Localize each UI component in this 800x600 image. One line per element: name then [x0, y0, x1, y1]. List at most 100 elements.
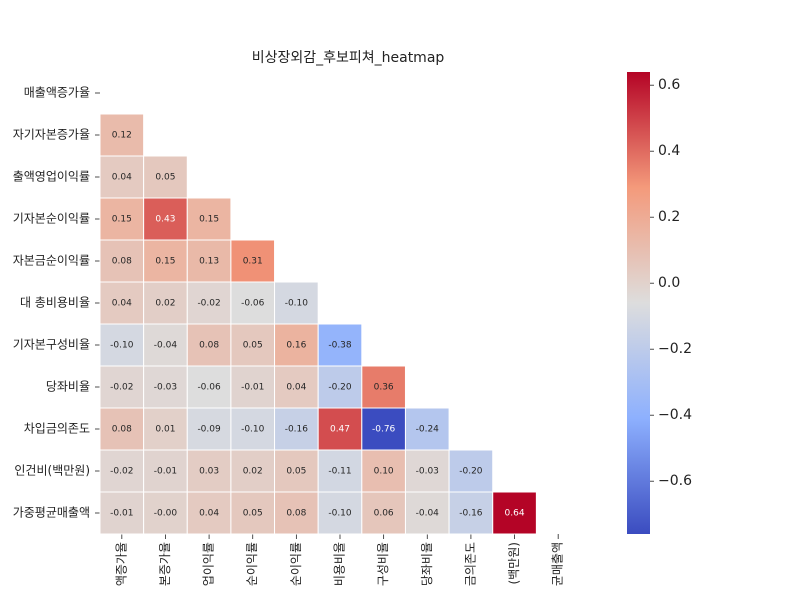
cell-label: 0.05 — [286, 467, 306, 477]
cell-label: -0.11 — [328, 467, 351, 477]
cell-label: 0.05 — [155, 173, 175, 183]
cell-label: -0.04 — [154, 341, 178, 351]
heatmap-cell — [143, 239, 188, 283]
cell-label: -0.03 — [416, 467, 439, 477]
heatmap-cell — [404, 449, 450, 493]
cell-label: 0.01 — [155, 425, 175, 435]
cell-label: -0.02 — [110, 467, 133, 477]
y-tick-label: 출액영업이익률 — [13, 170, 90, 184]
heatmap-cell — [143, 407, 188, 451]
cell-label: -0.10 — [328, 509, 352, 519]
heatmap-cell — [317, 449, 363, 493]
colorbar-tick-label: −0.4 — [658, 407, 692, 423]
x-tick-label: 순이익률 — [245, 542, 259, 586]
cell-label: -0.38 — [328, 341, 352, 351]
cell-label: 0.04 — [199, 509, 219, 519]
cell-label: -0.06 — [241, 299, 265, 309]
colorbar — [627, 72, 650, 534]
cell-label: -0.20 — [328, 383, 352, 393]
cell-label: 0.08 — [199, 341, 219, 351]
y-tick-label: 기자본순이익률 — [13, 212, 90, 226]
y-tick-label: 인건비(백만원) — [14, 464, 90, 478]
colorbar-tick-label: 0.4 — [658, 143, 680, 159]
heatmap-cell — [230, 491, 276, 535]
cell-label: 0.08 — [112, 257, 132, 267]
cell-label: -0.00 — [154, 509, 178, 519]
heatmap-cell — [99, 197, 145, 241]
colorbar-tick-label: 0.6 — [658, 77, 680, 93]
cell-label: -0.76 — [372, 425, 396, 435]
heatmap-cell — [274, 407, 319, 451]
heatmap-cell — [361, 491, 406, 535]
heatmap-cell — [361, 365, 406, 409]
cell-label: 0.04 — [286, 383, 306, 393]
cell-label: -0.24 — [416, 425, 440, 435]
cell-label: 0.15 — [155, 257, 175, 267]
heatmap-cell — [230, 281, 276, 325]
cell-label: 0.15 — [112, 215, 132, 225]
heatmap-cell — [317, 365, 363, 409]
x-tick-label: 본증가율 — [158, 542, 172, 586]
colorbar-tick-label: −0.2 — [658, 341, 692, 357]
x-tick-label: 순이익률 — [289, 542, 303, 586]
heatmap-cell — [492, 491, 537, 535]
heatmap-cell — [448, 491, 494, 535]
heatmap-cell — [230, 239, 276, 283]
cell-label: 0.15 — [199, 215, 219, 225]
cell-label: -0.01 — [110, 509, 133, 519]
cell-label: 0.02 — [155, 299, 175, 309]
cell-label: -0.10 — [110, 341, 134, 351]
cell-label: -0.01 — [241, 383, 264, 393]
heatmap-cell — [186, 323, 232, 367]
cell-label: -0.10 — [241, 425, 265, 435]
cell-label: -0.02 — [197, 299, 220, 309]
heatmap-cell — [186, 281, 232, 325]
cell-label: -0.16 — [459, 509, 483, 519]
heatmap-cell — [186, 491, 232, 535]
heatmap-cell — [186, 197, 232, 241]
cell-label: -0.16 — [285, 425, 309, 435]
cell-label: 0.64 — [505, 509, 525, 519]
heatmap-cell — [230, 323, 276, 367]
y-tick-label: 차입금의존도 — [24, 422, 90, 436]
cell-label: 0.06 — [374, 509, 394, 519]
cell-label: 0.43 — [155, 215, 175, 225]
heatmap-cell — [99, 407, 145, 451]
cell-label: -0.09 — [197, 425, 221, 435]
x-tick-label: 액증가율 — [114, 542, 128, 586]
y-tick-label: 기자본구성비율 — [13, 338, 90, 352]
cell-label: 0.13 — [199, 257, 219, 267]
y-tick-label: 가중평균매출액 — [13, 506, 90, 520]
cell-label: 0.08 — [286, 509, 306, 519]
x-tick-label: 구성비율 — [376, 542, 390, 586]
cell-label: -0.03 — [154, 383, 177, 393]
heatmap-cell — [99, 323, 145, 367]
heatmap-cell — [143, 365, 188, 409]
cell-label: 0.05 — [243, 509, 263, 519]
cell-label: 0.12 — [112, 131, 132, 141]
y-tick-label: 당좌비율 — [46, 380, 90, 394]
colorbar-tick-label: −0.6 — [658, 473, 692, 489]
y-tick-label: 대 총비용비율 — [20, 296, 90, 310]
cell-label: -0.04 — [416, 509, 440, 519]
heatmap-cell — [274, 281, 319, 325]
cell-label: -0.20 — [459, 467, 483, 477]
heatmap-cell — [186, 365, 232, 409]
cell-label: 0.03 — [199, 467, 219, 477]
cell-label: 0.36 — [374, 383, 394, 393]
heatmap-cell — [317, 323, 363, 367]
heatmap-cell — [143, 281, 188, 325]
x-tick-label: 비용비율 — [333, 542, 347, 586]
cell-label: -0.01 — [154, 467, 177, 477]
x-tick-label: 당좌비율 — [420, 542, 434, 586]
x-tick-label: (백만원) — [507, 542, 521, 584]
y-tick-label: 자기자본증가율 — [13, 128, 90, 142]
cell-label: 0.16 — [286, 341, 306, 351]
cell-label: -0.10 — [285, 299, 309, 309]
x-tick-label: 균매출액 — [551, 542, 565, 586]
cell-label: 0.04 — [112, 173, 132, 183]
heatmap-cell — [230, 365, 276, 409]
y-tick-label: 자본금순이익률 — [13, 254, 90, 268]
heatmap-cell — [361, 449, 406, 493]
